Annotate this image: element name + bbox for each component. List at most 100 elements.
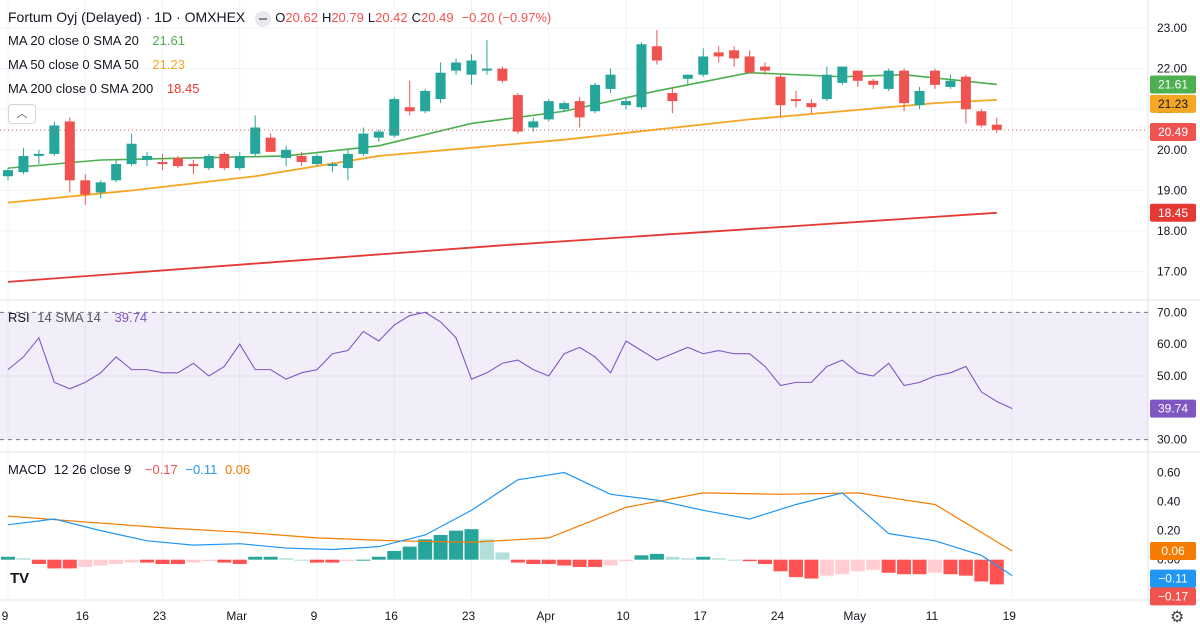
candle-body [49,125,60,154]
time-tick-label: 16 [385,609,399,623]
macd-hist-bar [402,546,417,560]
candle-body [636,44,647,108]
ohlc-values: O20.62 H20.79 L20.42 C20.49 [275,10,457,25]
macd-hist-bar [634,555,649,560]
candle-body [126,143,137,165]
candle-body [312,155,322,165]
candle-body [945,80,956,87]
candle-body [497,68,508,81]
chevron-up-icon: ︿ [16,108,28,120]
rsi-legend[interactable]: RSI 14 SMA 14 39.74 [8,310,151,325]
macd-line-value: −0.11 [185,462,218,477]
ma50-legend[interactable]: MA 50 close 0 SMA 50 21.23 [8,57,189,72]
macd-hist-bar [603,559,618,566]
macd-hist-bar [912,559,927,575]
ma200-price-tag: 18.45 [1158,206,1188,220]
candle-body [358,133,369,154]
tradingview-logo-icon[interactable]: TV [10,570,30,587]
ma50-price-tag-bg [1150,94,1196,113]
ohlc-key-o: O [275,10,286,25]
macd-hist-bar [78,559,93,567]
macd-hist-bar [758,559,773,565]
rsi-params: 14 SMA 14 [37,310,101,325]
candle-body [265,137,276,152]
macd-hist-bar [727,559,742,561]
macd-label: MACD [8,462,47,477]
candle-body [868,80,879,85]
macd-line-tag: −0.11 [1158,572,1188,586]
macd-hist-tag-bg [1150,587,1196,606]
macd-hist-bar [201,559,216,562]
candle-body [3,170,13,177]
candle-body [342,153,353,169]
macd-hist-bar [788,559,803,578]
ohlc-key-l: L [367,10,376,25]
macd-hist-bar [649,553,664,560]
collapse-legend-button[interactable]: ︿ [8,104,36,124]
candle-body [914,90,925,106]
rsi-value-tag-bg [1150,399,1196,418]
macd-hist-bar [989,559,1004,585]
macd-tick-label: 0.40 [1157,495,1181,509]
gear-icon[interactable]: ⚙ [1170,609,1185,626]
time-tick-label: 19 [1003,609,1017,623]
macd-line [7,471,1013,577]
macd-hist-bar [464,529,479,560]
macd-hist-bar [897,559,912,575]
macd-legend[interactable]: MACD 12 26 close 9 −0.17 −0.11 0.06 [8,462,254,477]
ma20-legend[interactable]: MA 20 close 0 SMA 20 21.61 [8,33,189,48]
time-tick-label: 23 [462,609,476,623]
macd-tick-label: 0.60 [1157,466,1181,480]
macd-hist-bar [109,559,124,565]
macd-hist-bar [479,539,494,560]
ma50-label: MA 50 close 0 SMA 50 [8,57,139,72]
macd-hist-bar [356,559,371,561]
candle-body [667,92,678,102]
rsi-tick-label: 60.00 [1157,337,1187,351]
last-price-tag-bg [1150,122,1196,141]
eye-icon[interactable] [255,10,272,27]
macd-hist-bar [819,559,834,576]
price-tick-label: 23.00 [1157,21,1187,35]
rsi-tick-label: 70.00 [1157,305,1187,319]
ma50-price-tag: 21.23 [1158,97,1188,111]
price-tick-label: 19.00 [1157,183,1187,197]
macd-hist-bar [943,559,958,575]
macd-hist-bar [418,539,433,560]
candle-body [188,164,199,167]
candle-body [435,72,446,100]
macd-hist-bar [850,559,865,572]
candle-body [80,180,91,195]
ma200-price-tag-bg [1150,203,1196,222]
ohlc-key-h: H [321,10,332,25]
time-tick-label: 9 [311,609,318,623]
time-tick-label: Apr [536,609,555,623]
macd-params: 12 26 close 9 [53,462,132,477]
candle-body [404,107,415,112]
candle-body [64,121,75,181]
symbol-legend: Fortum Oyj (Delayed) · 1D · OMXHEX O20.62… [8,9,555,27]
macd-hist-bar [619,559,633,562]
rsi-value: 39.74 [114,310,148,325]
macd-hist-bar [866,559,881,570]
macd-hist-bar [835,559,850,575]
rsi-tick-label: 50.00 [1157,369,1187,383]
macd-hist-bar [325,559,340,563]
price-change: −0.20 (−0.97%) [461,10,552,25]
macd-hist-bar [16,558,31,560]
candle-body [883,70,894,89]
macd-hist-bar [711,558,726,560]
macd-hist-value: −0.17 [144,462,178,477]
ma200-legend[interactable]: MA 200 close 0 SMA 200 18.45 [8,81,203,96]
price-tick-label: 22.00 [1157,62,1187,76]
macd-hist-bar [232,559,247,565]
time-tick-label: 9 [2,609,9,623]
candle-body [420,90,431,112]
candle-body [760,66,771,71]
candle-body [852,70,863,81]
macd-hist-bar [170,559,185,565]
ma200-value: 18.45 [166,81,200,96]
macd-hist-bar [510,559,525,563]
macd-hist-bar [881,559,896,573]
